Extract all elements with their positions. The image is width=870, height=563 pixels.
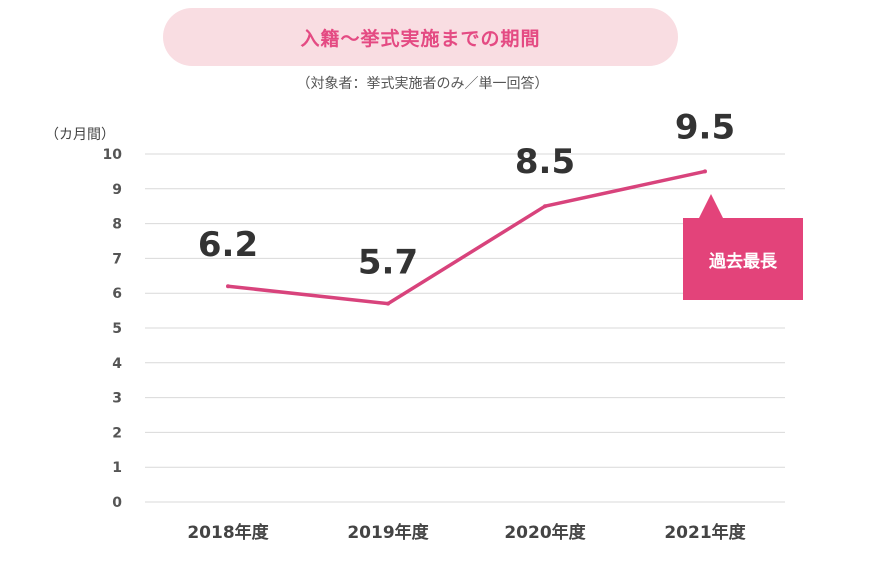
data-point <box>543 204 547 209</box>
y-tick-label: 4 <box>112 356 122 372</box>
y-tick-label: 6 <box>112 286 122 302</box>
chart-title: 入籍～挙式実施までの期間 <box>163 8 678 66</box>
y-tick-label: 7 <box>112 251 122 267</box>
y-tick-label: 2 <box>112 425 122 441</box>
chart-subtitle: （対象者：挙式実施者のみ／単一回答） <box>296 76 549 92</box>
y-tick-label: 9 <box>112 182 122 198</box>
x-tick-label: 2021年度 <box>664 522 746 543</box>
y-tick-label: 8 <box>112 217 122 233</box>
y-tick-label: 3 <box>112 391 122 407</box>
y-tick-label: 0 <box>112 495 122 511</box>
y-tick-label: 1 <box>112 460 122 476</box>
x-tick-label: 2020年度 <box>504 522 586 543</box>
data-label: 5.7 <box>358 243 418 283</box>
data-label: 9.5 <box>675 107 735 147</box>
x-tick-label: 2019年度 <box>347 522 429 543</box>
x-tick-label: 2018年度 <box>187 522 269 543</box>
data-label: 6.2 <box>198 225 258 265</box>
y-axis-label: （カ月間） <box>45 127 115 143</box>
record-callout: 過去最長 <box>683 194 803 300</box>
series-line <box>227 169 706 306</box>
data-point <box>386 301 390 306</box>
y-tick-label: 5 <box>112 321 122 337</box>
data-point <box>703 169 707 174</box>
data-point <box>226 284 230 289</box>
data-label: 8.5 <box>515 142 575 182</box>
y-tick-label: 10 <box>103 147 123 163</box>
